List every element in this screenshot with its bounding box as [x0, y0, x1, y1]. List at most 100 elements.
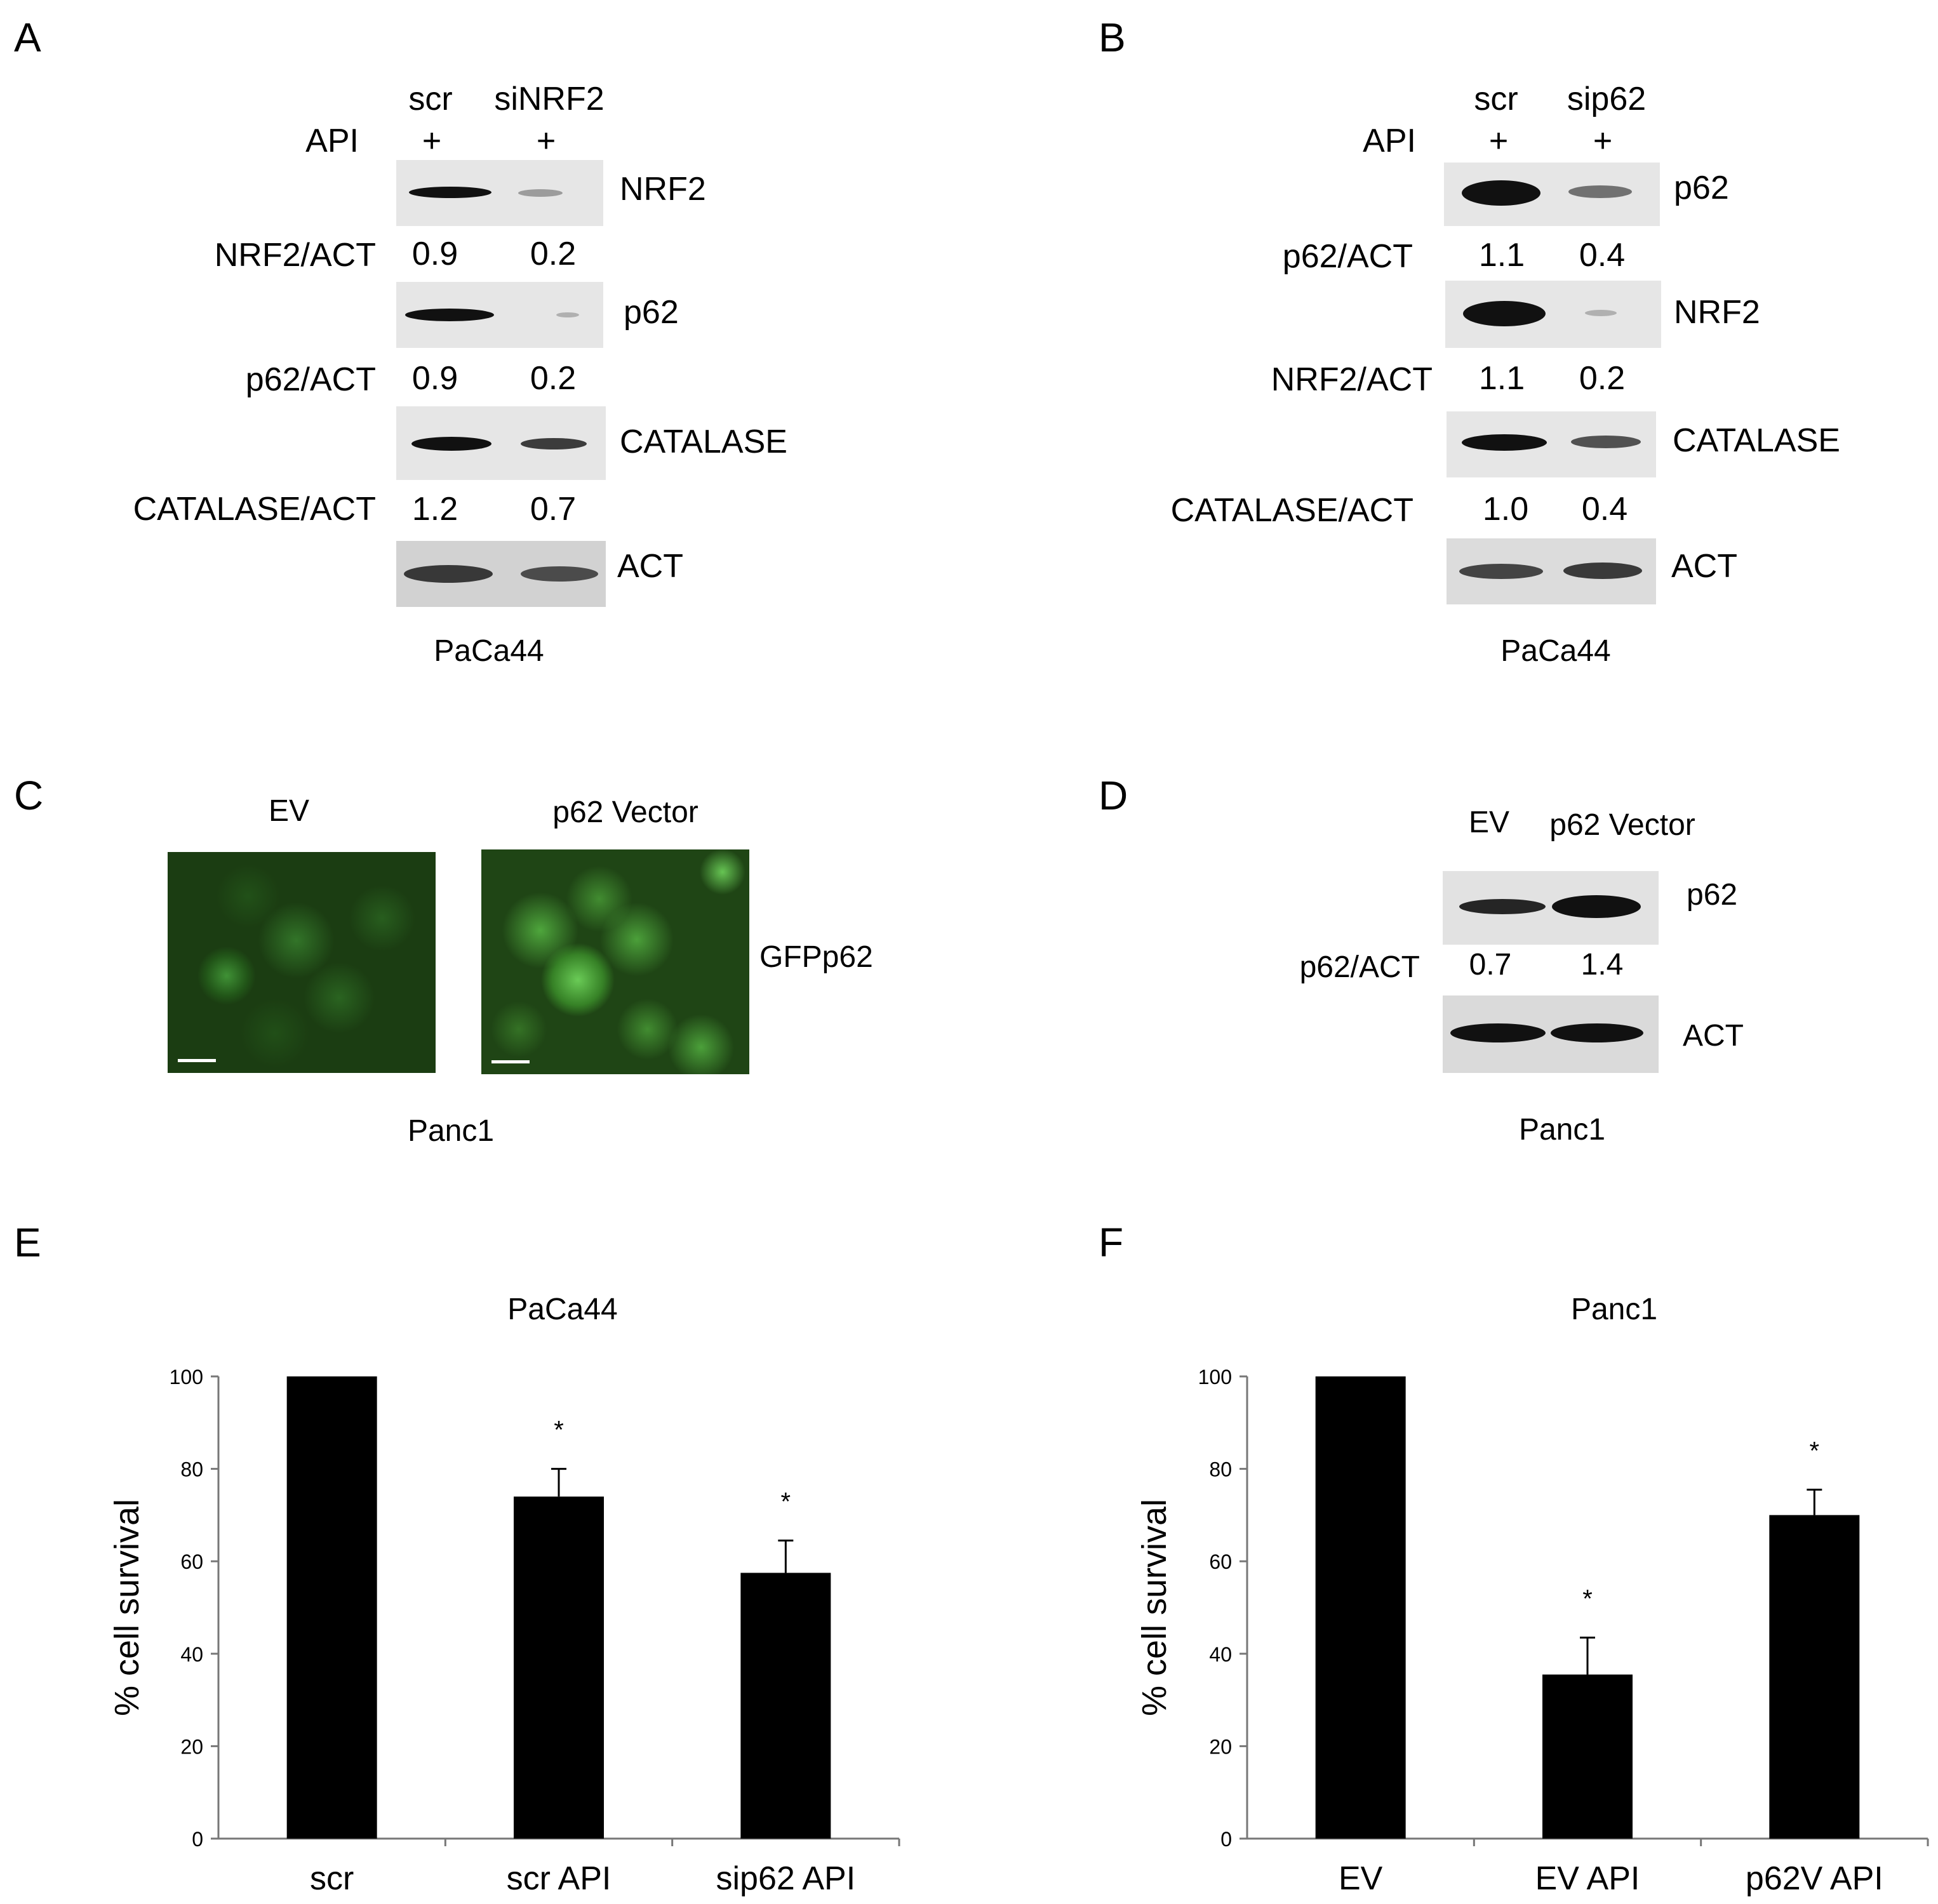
bar-0 — [286, 1376, 377, 1839]
panel-letter-f: F — [1099, 1220, 1124, 1265]
y-axis-label: % cell survival — [1135, 1499, 1173, 1716]
y-axis-label: % cell survival — [108, 1499, 146, 1716]
panel-letter-d: D — [1099, 773, 1128, 818]
significance-1: * — [554, 1416, 564, 1444]
band-a-catalase-0 — [411, 437, 491, 451]
treat-label-b: API — [1363, 123, 1416, 159]
band-a-act-0 — [404, 565, 493, 583]
ratio-label-b-nrf2: NRF2/ACT — [1271, 361, 1433, 398]
band-a-nrf2-0 — [409, 187, 491, 198]
ratio-a-nrf2-1: 0.2 — [530, 236, 577, 272]
y-tick-label-40: 40 — [1209, 1643, 1232, 1666]
image-label-c-1: p62 Vector — [552, 796, 698, 829]
bar-2 — [740, 1573, 831, 1839]
col-label-b-1: sip62 — [1567, 81, 1647, 117]
treat-mark-b-1: + — [1593, 123, 1613, 159]
x-tick-label-1: EV API — [1535, 1860, 1640, 1897]
col-label-a-0: scr — [408, 81, 453, 117]
y-tick-label-0: 0 — [1220, 1828, 1232, 1851]
x-tick-label-1: scr API — [507, 1860, 611, 1897]
panel-letter-e: E — [14, 1220, 41, 1265]
protein-label-d-act: ACT — [1683, 1019, 1744, 1053]
band-d-act-1 — [1551, 1023, 1643, 1042]
significance-1: * — [1582, 1585, 1593, 1613]
band-b-act-0 — [1459, 564, 1543, 579]
ratio-label-a-nrf2: NRF2/ACT — [214, 237, 376, 274]
y-tick-label-20: 20 — [180, 1735, 203, 1758]
band-b-p62-1 — [1568, 185, 1632, 198]
x-tick-label-0: scr — [310, 1860, 354, 1897]
band-b-act-1 — [1563, 563, 1642, 579]
protein-label-b-p62: p62 — [1674, 170, 1729, 206]
cell-line-a: PaCa44 — [434, 634, 544, 668]
panel-letter-c: C — [14, 773, 44, 818]
ratio-b-nrf2-0: 1.1 — [1478, 360, 1525, 397]
treat-mark-b-0: + — [1488, 123, 1509, 159]
cell-line-b: PaCa44 — [1500, 634, 1611, 668]
micrograph-ev — [168, 852, 436, 1073]
blot-b-nrf2 — [1445, 281, 1661, 348]
protein-label-a-act: ACT — [617, 548, 683, 585]
y-tick-label-40: 40 — [180, 1643, 203, 1666]
protein-label-b-act: ACT — [1671, 548, 1737, 585]
y-tick-label-60: 60 — [180, 1550, 203, 1573]
ratio-d-p62-1: 1.4 — [1580, 948, 1624, 982]
col-label-a-1: siNRF2 — [494, 81, 605, 117]
ratio-b-catalase-1: 0.4 — [1581, 491, 1628, 528]
y-tick-label-80: 80 — [1209, 1458, 1232, 1481]
blot-d-act — [1443, 995, 1659, 1073]
blot-b-p62 — [1444, 163, 1660, 226]
y-tick-label-100: 100 — [170, 1366, 203, 1388]
blot-a-catalase — [396, 406, 606, 480]
x-tick-label-0: EV — [1339, 1860, 1383, 1897]
x-tick-label-2: sip62 API — [716, 1860, 855, 1897]
x-tick-label-2: p62V API — [1746, 1860, 1883, 1897]
y-tick-label-60: 60 — [1209, 1550, 1232, 1573]
ratio-a-catalase-1: 0.7 — [530, 491, 577, 528]
ratio-label-a-catalase: CATALASE/ACT — [133, 491, 376, 528]
band-a-nrf2-1 — [518, 189, 563, 197]
ratio-b-nrf2-1: 0.2 — [1579, 360, 1626, 397]
blot-a-nrf2 — [396, 160, 603, 226]
blot-b-catalase — [1447, 411, 1656, 477]
bar-0 — [1315, 1376, 1406, 1839]
band-b-nrf2-1 — [1585, 310, 1617, 316]
scale-bar-ev — [178, 1059, 216, 1062]
bar-1 — [514, 1496, 604, 1839]
col-label-d-0: EV — [1468, 806, 1510, 839]
y-tick-label-80: 80 — [180, 1458, 203, 1481]
blot-a-p62 — [396, 282, 603, 348]
chart-e: PaCa44 % cell survival 0 20 40 60 80 100 scr * scr… — [108, 1293, 900, 1897]
scale-bar-p62-vector — [491, 1060, 530, 1063]
ratio-label-b-catalase: CATALASE/ACT — [1170, 492, 1413, 529]
protein-label-b-nrf2: NRF2 — [1674, 294, 1760, 331]
cell-line-c: Panc1 — [407, 1114, 495, 1148]
ratio-label-d-p62: p62/ACT — [1299, 950, 1420, 984]
ratio-d-p62-0: 0.7 — [1469, 948, 1512, 982]
band-a-p62-0 — [405, 309, 494, 321]
col-label-b-0: scr — [1474, 81, 1518, 117]
y-tick-label-20: 20 — [1209, 1735, 1232, 1758]
band-b-p62-0 — [1462, 180, 1540, 206]
protein-label-a-p62: p62 — [624, 294, 679, 331]
bar-2 — [1769, 1515, 1860, 1839]
band-a-catalase-1 — [521, 438, 587, 449]
chart-title: Panc1 — [1571, 1293, 1657, 1326]
band-d-act-0 — [1450, 1023, 1546, 1042]
protein-label-b-catalase: CATALASE — [1673, 422, 1840, 459]
band-b-catalase-1 — [1571, 436, 1641, 448]
side-label-c: GFPp62 — [759, 940, 873, 974]
blot-b-act — [1447, 538, 1656, 604]
bar-1 — [1542, 1674, 1633, 1839]
panel-letter-a: A — [14, 15, 41, 60]
band-d-p62-1 — [1552, 895, 1641, 918]
protein-label-a-nrf2: NRF2 — [620, 171, 706, 208]
ratio-a-p62-0: 0.9 — [411, 360, 458, 397]
band-a-act-1 — [521, 566, 598, 582]
ratio-b-p62-0: 1.1 — [1478, 237, 1525, 274]
chart-title: PaCa44 — [507, 1293, 617, 1326]
band-a-p62-1 — [556, 312, 579, 317]
treat-mark-a-0: + — [422, 123, 442, 159]
ratio-a-p62-1: 0.2 — [530, 360, 577, 397]
y-tick-label-100: 100 — [1198, 1366, 1232, 1388]
